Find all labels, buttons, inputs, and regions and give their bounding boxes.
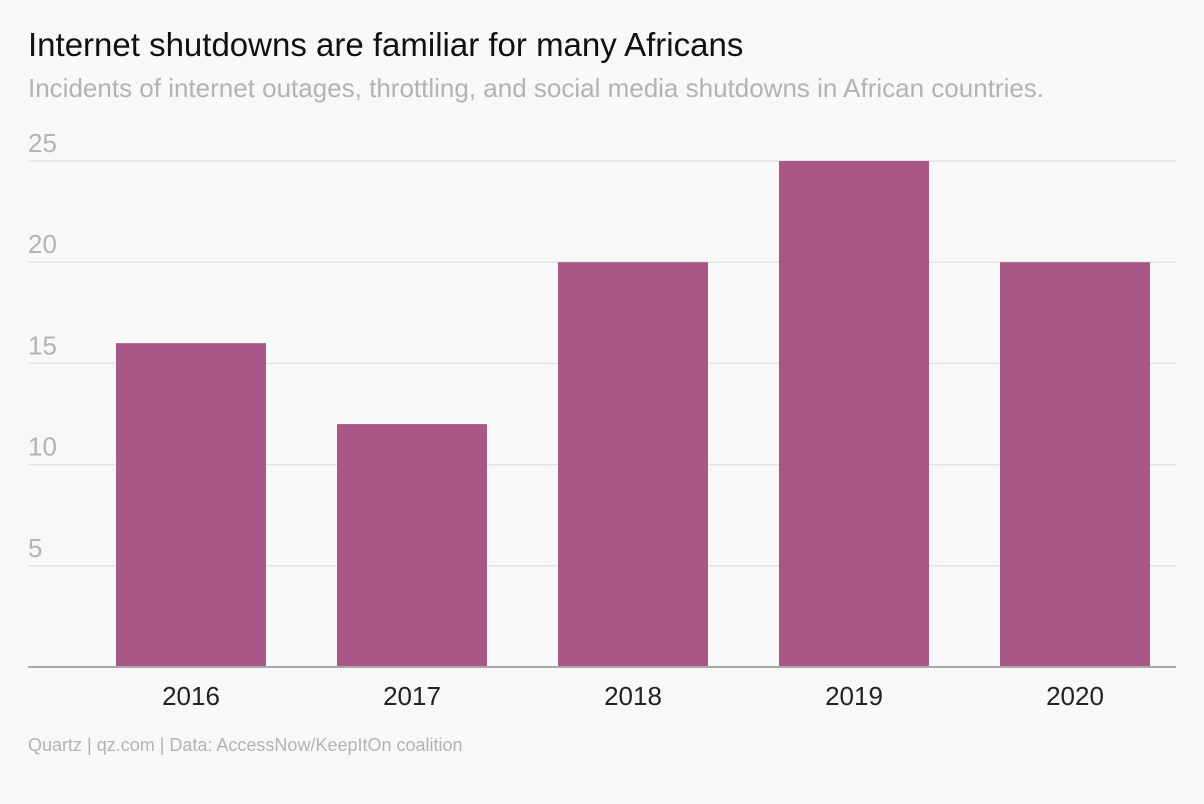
- y-tick-label: 10: [28, 432, 57, 462]
- y-axis-ticks: 5 10 15 20 25: [28, 128, 57, 563]
- bar-2020: [1000, 262, 1150, 667]
- bar-2017: [337, 424, 487, 667]
- bar-2018: [558, 262, 708, 667]
- y-tick-label: 15: [28, 330, 57, 360]
- bar-2016: [116, 343, 266, 667]
- chart-subtitle: Incidents of internet outages, throttlin…: [28, 73, 1045, 103]
- x-tick-label: 2016: [162, 681, 220, 711]
- x-tick-label: 2017: [383, 681, 441, 711]
- x-tick-label: 2019: [825, 681, 883, 711]
- x-tick-label: 2020: [1046, 681, 1104, 711]
- bar-2019: [779, 161, 929, 667]
- x-axis-ticks: 2016 2017 2018 2019 2020: [162, 681, 1104, 711]
- bars: [116, 161, 1150, 667]
- y-tick-label: 25: [28, 128, 57, 158]
- x-tick-label: 2018: [604, 681, 662, 711]
- y-tick-label: 20: [28, 229, 57, 259]
- y-tick-label: 5: [28, 533, 42, 563]
- chart-title: Internet shutdowns are familiar for many…: [28, 26, 744, 63]
- source-credit: Quartz | qz.com | Data: AccessNow/KeepIt…: [28, 735, 463, 755]
